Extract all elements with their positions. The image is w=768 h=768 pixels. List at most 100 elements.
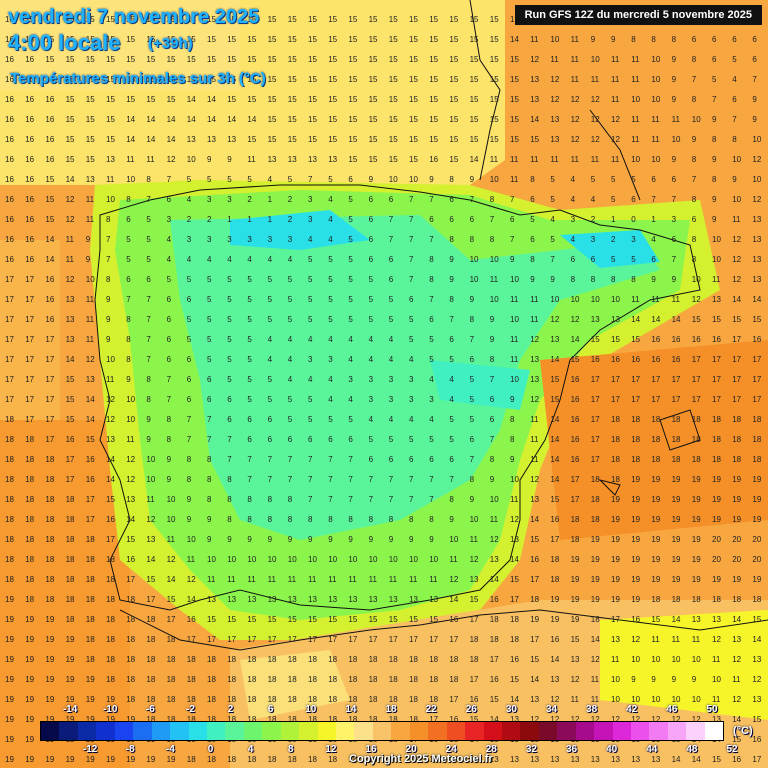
grid-value: 15 [429, 35, 438, 44]
grid-value: 18 [348, 675, 357, 684]
grid-value: 14 [227, 115, 236, 124]
grid-value: 15 [550, 375, 559, 384]
grid-value: 15 [530, 135, 539, 144]
grid-value: 10 [752, 175, 761, 184]
grid-value: 11 [510, 295, 519, 304]
grid-value: 5 [550, 195, 555, 204]
grid-value: 3 [389, 375, 394, 384]
grid-value: 4 [288, 375, 293, 384]
grid-value: 8 [631, 35, 636, 44]
grid-value: 15 [348, 95, 357, 104]
grid-value: 16 [672, 355, 681, 364]
grid-value: 5 [288, 315, 293, 324]
grid-value: 15 [66, 395, 75, 404]
legend-bottom-label: 16 [365, 744, 377, 755]
legend-bottom-label: 4 [247, 744, 254, 755]
grid-value: 11 [126, 155, 135, 164]
legend-swatch [317, 722, 336, 740]
grid-value: 16 [571, 455, 580, 464]
grid-value: 18 [207, 715, 216, 724]
grid-value: 18 [328, 715, 337, 724]
grid-value: 18 [247, 755, 256, 764]
grid-value: 14 [631, 315, 640, 324]
grid-value: 6 [651, 175, 656, 184]
grid-value: 14 [672, 755, 681, 764]
grid-value: 19 [5, 735, 14, 744]
grid-value: 6 [530, 195, 535, 204]
grid-value: 14 [66, 355, 75, 364]
grid-value: 15 [348, 155, 357, 164]
grid-value: 15 [227, 15, 236, 24]
grid-value: 19 [25, 655, 34, 664]
grid-value: 5 [308, 415, 313, 424]
grid-value: 17 [25, 355, 34, 364]
grid-value: 6 [449, 215, 454, 224]
grid-value: 16 [631, 615, 640, 624]
grid-value: 15 [227, 95, 236, 104]
grid-value: 12 [732, 235, 741, 244]
grid-value: 12 [126, 455, 135, 464]
legend-top-label: 26 [465, 704, 477, 715]
grid-value: 5 [247, 315, 252, 324]
grid-value: 18 [752, 455, 761, 464]
grid-value: 7 [429, 295, 434, 304]
grid-value: 13 [66, 315, 75, 324]
grid-value: 17 [25, 335, 34, 344]
grid-value: 18 [207, 695, 216, 704]
grid-value: 15 [247, 95, 256, 104]
grid-value: 11 [510, 175, 519, 184]
grid-value: 19 [712, 575, 721, 584]
grid-value: 7 [167, 375, 172, 384]
grid-value: 11 [631, 295, 640, 304]
grid-value: 18 [268, 655, 277, 664]
grid-value: 5 [227, 295, 232, 304]
grid-value: 18 [5, 495, 14, 504]
grid-value: 13 [126, 495, 135, 504]
grid-value: 16 [490, 675, 499, 684]
grid-value: 11 [651, 635, 660, 644]
grid-value: 10 [470, 515, 479, 524]
grid-value: 6 [692, 35, 697, 44]
grid-value: 16 [45, 95, 54, 104]
grid-value: 18 [692, 415, 701, 424]
grid-value: 5 [187, 175, 192, 184]
grid-value: 15 [167, 595, 176, 604]
grid-value: 18 [651, 435, 660, 444]
grid-value: 18 [5, 415, 14, 424]
grid-value: 7 [247, 475, 252, 484]
grid-value: 7 [308, 495, 313, 504]
grid-value: 11 [631, 75, 640, 84]
grid-value: 17 [146, 595, 155, 604]
grid-value: 17 [389, 755, 398, 764]
grid-value: 17 [126, 575, 135, 584]
grid-value: 15 [66, 155, 75, 164]
grid-value: 8 [247, 515, 252, 524]
grid-value: 13 [611, 635, 620, 644]
grid-value: 6 [167, 195, 172, 204]
grid-value: 15 [752, 615, 761, 624]
grid-value: 15 [369, 15, 378, 24]
grid-value: 18 [409, 675, 418, 684]
grid-value: 10 [126, 415, 135, 424]
grid-value: 8 [692, 155, 697, 164]
grid-value: 18 [651, 595, 660, 604]
grid-value: 15 [227, 75, 236, 84]
grid-value: 6 [712, 35, 717, 44]
grid-value: 17 [692, 375, 701, 384]
legend-swatch [446, 722, 466, 740]
grid-value: 5 [470, 395, 475, 404]
grid-value: 19 [752, 515, 761, 524]
zone-nw-atlantic [0, 0, 240, 90]
grid-value: 18 [308, 655, 317, 664]
grid-value: 18 [86, 575, 95, 584]
grid-value: 16 [5, 75, 14, 84]
grid-value: 15 [389, 155, 398, 164]
grid-value: 10 [752, 135, 761, 144]
grid-value: 13 [86, 375, 95, 384]
grid-value: 11 [732, 675, 741, 684]
grid-value: 5 [328, 415, 333, 424]
grid-value: 6 [429, 315, 434, 324]
grid-value: 9 [752, 115, 757, 124]
grid-value: 17 [106, 535, 115, 544]
grid-value: 4 [429, 415, 434, 424]
